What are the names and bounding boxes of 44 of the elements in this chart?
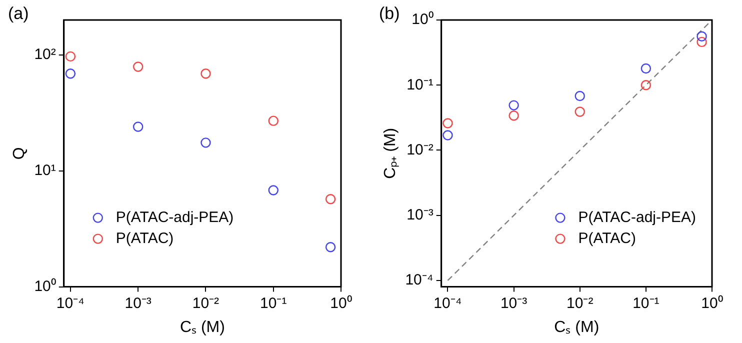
y-tick-label: 10⁰ bbox=[412, 11, 434, 28]
chart-title: (a) bbox=[8, 4, 29, 24]
point bbox=[200, 68, 211, 79]
x-tick-label: 10⁻¹ bbox=[260, 294, 287, 312]
x-tick-label: 10⁻³ bbox=[124, 294, 152, 312]
x-axis-title: Cₛ (M) bbox=[180, 318, 225, 336]
point bbox=[268, 116, 278, 126]
y-tick-label: 10⁻² bbox=[406, 141, 434, 158]
legend-label: P(ATAC-adj-PEA) bbox=[116, 208, 234, 226]
legend-label: P(ATAC-adj-PEA) bbox=[578, 208, 696, 226]
y-axis-title: Cₚ₊ (M) bbox=[382, 128, 400, 179]
x-tick-label: 10⁻² bbox=[192, 294, 220, 312]
y-tick-label: 10⁰ bbox=[34, 278, 56, 295]
x-tick-label: 10⁻³ bbox=[500, 294, 528, 312]
point bbox=[640, 63, 652, 74]
point bbox=[65, 51, 76, 62]
point bbox=[508, 100, 519, 110]
legend-label: P(ATAC) bbox=[578, 230, 636, 247]
point bbox=[442, 118, 453, 128]
x-tick-label: 10⁻⁴ bbox=[56, 294, 85, 312]
point bbox=[65, 68, 76, 79]
y-tick-label: 10⁻⁴ bbox=[405, 272, 434, 289]
point bbox=[574, 90, 585, 102]
point bbox=[508, 110, 519, 121]
x-tick-label: 10⁻⁴ bbox=[434, 294, 462, 312]
point bbox=[132, 62, 144, 72]
y-tick-label: 10⁻³ bbox=[406, 206, 434, 224]
x-tick-label: 10⁻² bbox=[566, 294, 594, 312]
legend-label: P(ATAC) bbox=[116, 230, 174, 247]
point bbox=[574, 106, 585, 117]
y-tick-label: 10² bbox=[34, 46, 56, 64]
point bbox=[200, 138, 211, 148]
y-tick-label: 10⁻¹ bbox=[406, 76, 434, 94]
y-axis-title: Q bbox=[11, 147, 28, 160]
x-tick-label: 10⁰ bbox=[701, 294, 723, 312]
x-axis-title: Cₛ (M) bbox=[554, 318, 600, 336]
point bbox=[132, 122, 144, 132]
chart-title: (b) bbox=[379, 4, 400, 24]
point bbox=[442, 130, 453, 140]
point bbox=[268, 185, 278, 196]
x-tick-label: 10⁰ bbox=[330, 294, 352, 312]
y-tick-label: 10¹ bbox=[34, 162, 56, 179]
point bbox=[640, 80, 652, 90]
x-tick-label: 10⁻¹ bbox=[632, 294, 660, 312]
